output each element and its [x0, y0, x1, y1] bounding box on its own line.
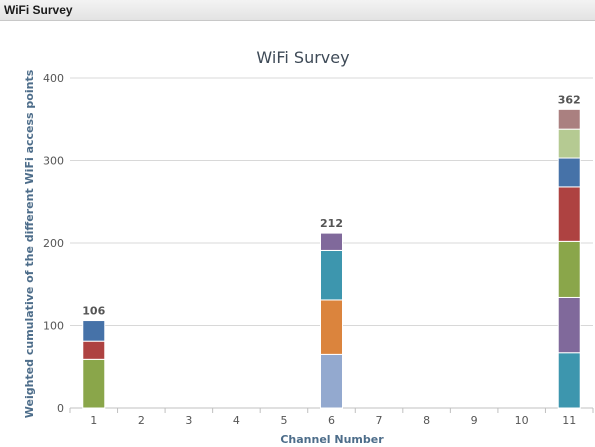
- bar-segment[interactable]: [557, 157, 581, 188]
- bar-segment[interactable]: [320, 299, 343, 355]
- x-tick-label: 8: [423, 414, 430, 427]
- x-tick-label: 6: [328, 414, 335, 427]
- x-tick-label: 11: [562, 414, 576, 427]
- stack-total-label: 106: [82, 305, 105, 318]
- x-tick-label: 7: [376, 414, 383, 427]
- y-tick-label: 100: [43, 320, 64, 333]
- x-tick-label: 5: [280, 414, 287, 427]
- panel-header: WiFi Survey: [0, 0, 595, 21]
- x-tick-label: 4: [233, 414, 240, 427]
- x-tick-label: 2: [138, 414, 145, 427]
- chart-title: WiFi Survey: [256, 48, 349, 67]
- y-tick-label: 400: [43, 72, 64, 85]
- bar-stacks: [82, 108, 581, 409]
- y-axis-title: Weighted cumulative of the different WiF…: [23, 69, 36, 418]
- total-labels: 106 212 362: [82, 93, 580, 317]
- bar-segment[interactable]: [557, 352, 581, 409]
- stack-total-label: 362: [558, 93, 581, 106]
- x-tick-label: 9: [471, 414, 478, 427]
- panel-title: WiFi Survey: [4, 3, 73, 17]
- bar-segment[interactable]: [320, 249, 343, 301]
- y-tick-label: 200: [43, 237, 64, 250]
- x-tick-label: 3: [185, 414, 192, 427]
- bar-segment[interactable]: [557, 108, 581, 130]
- bar-segment[interactable]: [320, 232, 343, 251]
- y-tick-label: 300: [43, 155, 64, 168]
- bar-segment[interactable]: [82, 320, 106, 342]
- x-axis-title: Channel Number: [280, 433, 384, 446]
- y-axis-ticks: 0 100 200 300 400: [43, 72, 64, 415]
- x-axis-ticks: 1 2 3 4 5 6 7 8 9 10 11: [69, 408, 594, 427]
- bar-segment[interactable]: [557, 240, 581, 298]
- x-tick-label: 10: [515, 414, 529, 427]
- stack-total-label: 212: [320, 217, 343, 230]
- x-tick-label: 1: [90, 414, 97, 427]
- y-tick-label: 0: [57, 402, 64, 415]
- bar-segment[interactable]: [82, 340, 106, 360]
- bar-segment[interactable]: [557, 128, 581, 159]
- bar-segment[interactable]: [320, 353, 343, 409]
- bar-segment[interactable]: [557, 296, 581, 354]
- bar-segment[interactable]: [557, 186, 581, 242]
- bar-segment[interactable]: [82, 358, 106, 409]
